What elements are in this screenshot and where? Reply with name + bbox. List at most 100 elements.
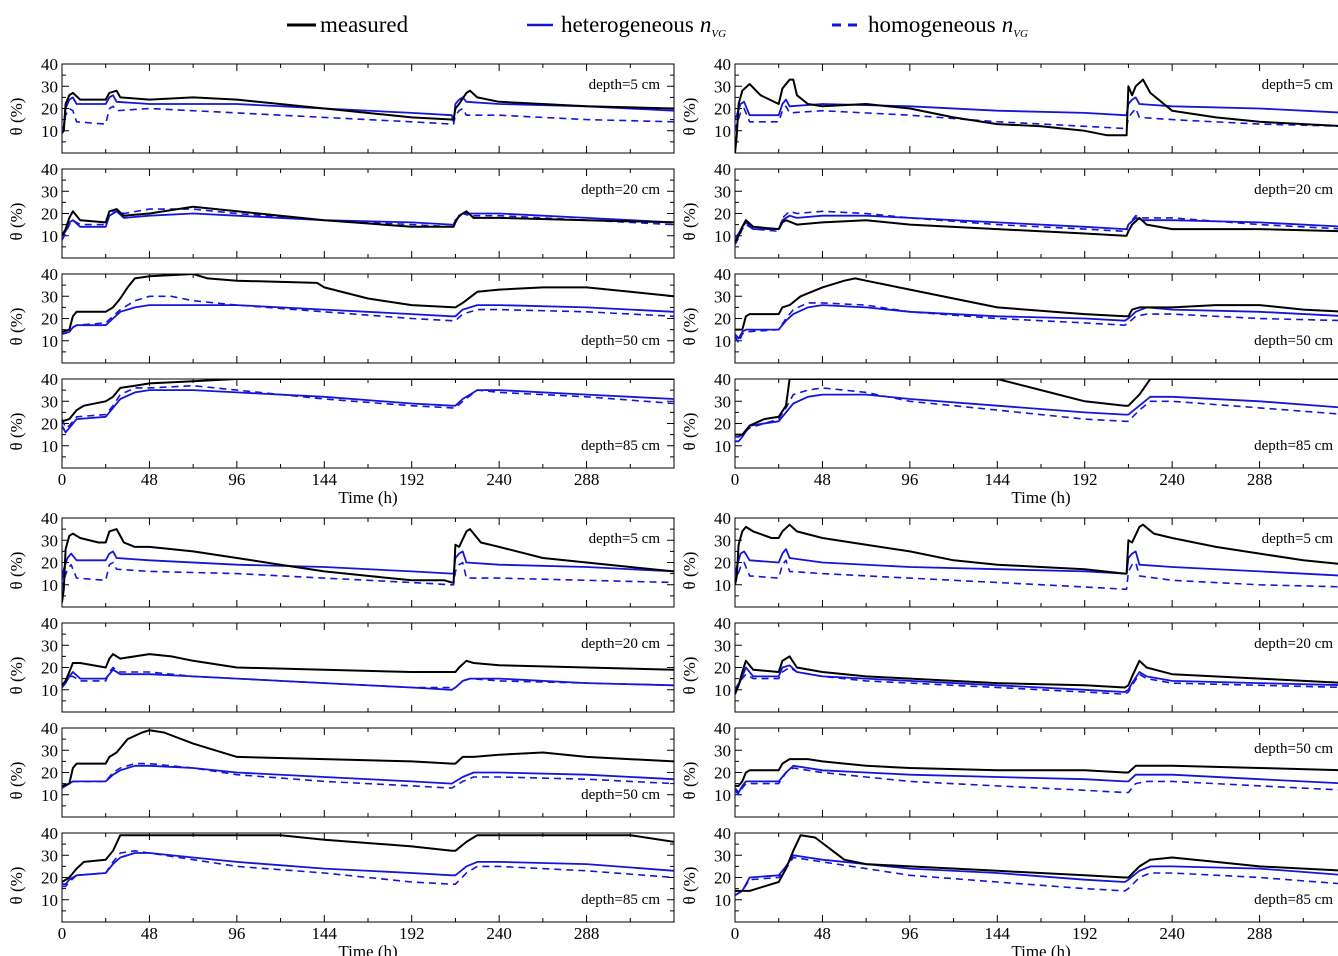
y-tick-label: 40 <box>41 719 58 738</box>
y-axis-label: θ (%) <box>7 203 26 241</box>
y-tick-label: 10 <box>41 437 58 456</box>
panel-frame <box>734 168 1338 259</box>
y-tick-label: 30 <box>41 182 58 201</box>
panel-g3-r0: 10 20 30 40 θ (%) depth=5 cm <box>680 509 1338 608</box>
x-tick-label: 288 <box>574 470 600 489</box>
series-measured <box>62 89 674 134</box>
panel-g2-r2: 10 20 30 40 θ (%) depth=50 cm <box>7 719 675 818</box>
y-tick-label: 30 <box>41 636 58 655</box>
y-tick-label: 10 <box>714 332 731 351</box>
y-axis-label: θ (%) <box>680 867 699 905</box>
series-homogeneous <box>735 666 1338 695</box>
y-tick-label: 20 <box>41 415 58 434</box>
y-tick-label: 40 <box>714 55 731 74</box>
y-tick-label: 10 <box>41 227 58 246</box>
y-tick-label: 40 <box>714 719 731 738</box>
x-axis-label: Time (h) <box>338 488 397 507</box>
y-tick-label: 40 <box>41 509 58 528</box>
y-tick-label: 10 <box>714 227 731 246</box>
x-tick-label: 48 <box>814 470 831 489</box>
depth-label: depth=20 cm <box>1254 182 1333 198</box>
depth-label: depth=5 cm <box>1262 531 1334 547</box>
x-tick-label: 0 <box>731 470 740 489</box>
y-tick-label: 10 <box>41 681 58 700</box>
x-axis-label: Time (h) <box>1011 488 1070 507</box>
y-tick-label: 30 <box>714 287 731 306</box>
x-tick-label: 96 <box>901 470 918 489</box>
series-measured <box>735 277 1338 331</box>
series-homogeneous <box>62 561 674 590</box>
y-tick-label: 40 <box>714 824 731 843</box>
depth-label: depth=20 cm <box>581 182 660 198</box>
x-tick-label: 48 <box>141 924 158 943</box>
depth-label: depth=85 cm <box>581 892 660 908</box>
y-tick-label: 40 <box>714 614 731 633</box>
series-heterogeneous <box>735 96 1338 120</box>
y-tick-label: 20 <box>41 659 58 678</box>
series-measured <box>62 205 674 237</box>
series-heterogeneous <box>62 550 674 581</box>
series-heterogeneous <box>735 548 1338 577</box>
y-tick-label: 30 <box>714 846 731 865</box>
x-tick-label: 192 <box>1072 924 1098 943</box>
depth-label: depth=50 cm <box>581 787 660 803</box>
panel-frame <box>734 622 1338 713</box>
y-tick-label: 30 <box>41 741 58 760</box>
legend-heterogeneous-symbol: n <box>700 12 712 37</box>
y-tick-label: 10 <box>714 437 731 456</box>
x-tick-label: 240 <box>1159 924 1185 943</box>
panel-g0-r0: 10 20 30 40 θ (%) depth=5 cm <box>7 55 675 154</box>
y-tick-label: 20 <box>41 869 58 888</box>
panel-g2-r0: 10 20 30 40 θ (%) depth=5 cm <box>7 509 675 608</box>
legend-homogeneous-symbol: n <box>1002 12 1014 37</box>
x-tick-label: 96 <box>228 924 245 943</box>
x-tick-label: 240 <box>486 470 512 489</box>
y-axis-label: θ (%) <box>7 762 26 800</box>
series-measured <box>735 834 1338 892</box>
legend-homogeneous-subscript: VG <box>1013 28 1028 40</box>
y-tick-label: 20 <box>714 100 731 119</box>
panel-g1-r1: 10 20 30 40 θ (%) depth=20 cm <box>680 160 1338 259</box>
y-tick-label: 10 <box>714 786 731 805</box>
x-axis-label: Time (h) <box>338 942 397 956</box>
y-tick-label: 20 <box>714 659 731 678</box>
y-axis-label: θ (%) <box>7 98 26 136</box>
y-axis-label: θ (%) <box>680 308 699 346</box>
series-homogeneous <box>735 856 1338 896</box>
y-tick-label: 20 <box>714 415 731 434</box>
y-tick-label: 30 <box>41 287 58 306</box>
panel-g1-r2: 10 20 30 40 θ (%) depth=50 cm <box>680 265 1338 364</box>
y-axis-label: θ (%) <box>7 308 26 346</box>
x-tick-label: 192 <box>399 470 425 489</box>
x-axis-label: Time (h) <box>1011 942 1070 956</box>
series-homogeneous <box>735 767 1338 796</box>
series-heterogeneous <box>62 389 674 434</box>
y-tick-label: 10 <box>41 332 58 351</box>
x-tick-label: 0 <box>58 470 67 489</box>
x-tick-label: 96 <box>901 924 918 943</box>
depth-label: depth=85 cm <box>1254 892 1333 908</box>
series-measured <box>62 653 674 686</box>
panel-frame <box>734 378 1338 469</box>
y-tick-label: 20 <box>714 869 731 888</box>
series-measured <box>735 758 1338 787</box>
y-axis-label: θ (%) <box>680 203 699 241</box>
y-tick-label: 40 <box>41 160 58 179</box>
x-tick-label: 0 <box>731 924 740 943</box>
x-tick-label: 240 <box>486 924 512 943</box>
panel-g1-r3: 10 20 30 40 θ (%) depth=85 cm 0 48 96 144 192 240 28… <box>680 370 1338 507</box>
legend-heterogeneous-label: heterogeneous nVG <box>561 12 726 40</box>
depth-label: depth=20 cm <box>581 636 660 652</box>
panel-g1-r0: 10 20 30 40 θ (%) depth=5 cm <box>680 55 1338 154</box>
y-tick-label: 30 <box>714 77 731 96</box>
x-tick-label: 144 <box>985 924 1011 943</box>
x-tick-label: 192 <box>1072 470 1098 489</box>
y-tick-label: 30 <box>41 846 58 865</box>
series-homogeneous <box>62 850 674 888</box>
y-tick-label: 10 <box>714 576 731 595</box>
y-tick-label: 20 <box>714 310 731 329</box>
x-tick-label: 48 <box>814 924 831 943</box>
panel-g0-r1: 10 20 30 40 θ (%) depth=20 cm <box>7 160 675 259</box>
panel-g2-r3: 10 20 30 40 θ (%) depth=85 cm 0 48 96 144 192 240 28… <box>7 824 675 956</box>
